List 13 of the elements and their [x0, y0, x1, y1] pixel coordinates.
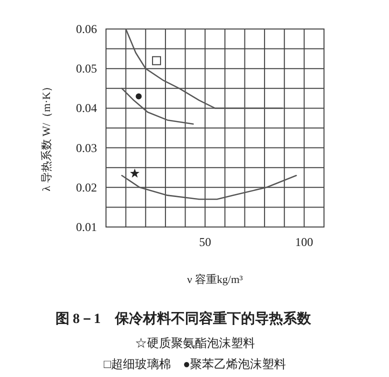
x-axis-title: ν 容重kg/m³ [187, 273, 244, 286]
text: ☆硬质聚氨酯泡沫塑料 [135, 336, 255, 350]
y-tick-label: 0.01 [76, 220, 97, 234]
y-tick-label: 0.06 [76, 22, 97, 36]
y-axis-title: λ 导热系数 W/（m·K） [40, 80, 53, 192]
text: 图 8－1 保冷材料不同容重下的导热系数 [55, 310, 312, 327]
x-tick-label: 50 [199, 235, 212, 249]
y-tick-label: 0.04 [76, 101, 97, 116]
y-tick-label: 0.02 [76, 180, 97, 194]
x-tick-label: 100 [295, 235, 314, 249]
y-tick-label: 0.05 [76, 62, 97, 76]
y-tick-label: 0.03 [76, 140, 97, 155]
text: □超细玻璃棉 ●聚苯乙烯泡沫塑料 [104, 357, 286, 371]
